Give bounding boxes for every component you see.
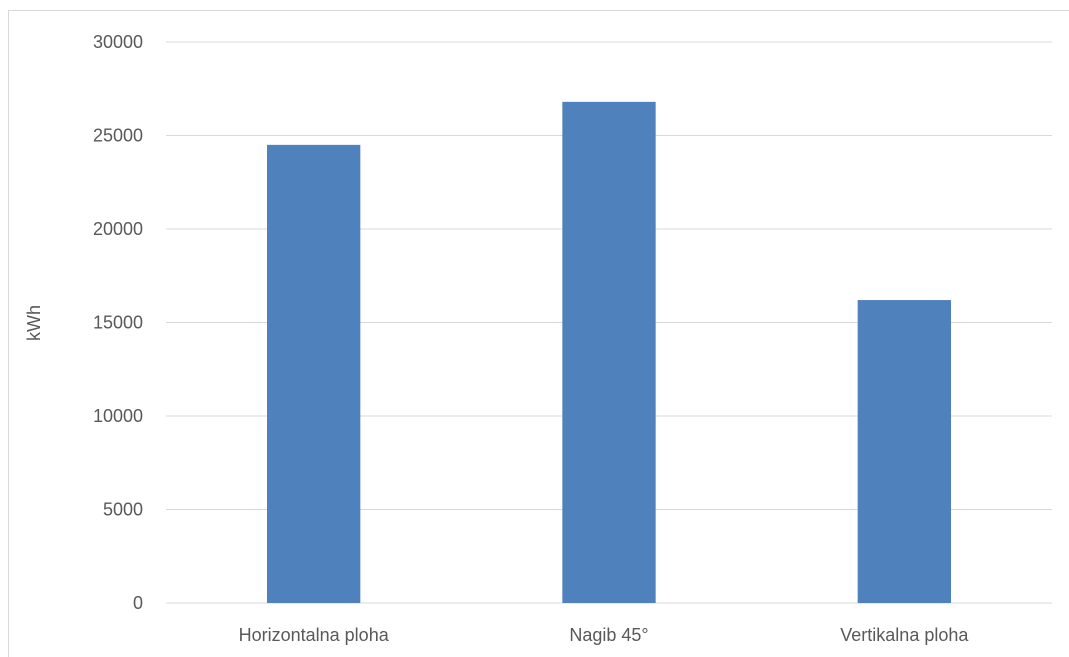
y-axis-ticks: 0 5000 10000 15000 20000 25000 30000 [93, 32, 143, 613]
y-tick-label: 30000 [93, 32, 143, 52]
bar [857, 300, 951, 603]
bar [267, 144, 361, 603]
x-axis-ticks: Horizontalna ploha Nagib 45° Vertikalna pl… [239, 625, 970, 645]
y-axis-title: kWh [24, 305, 44, 341]
y-tick-label: 5000 [103, 500, 143, 520]
y-tick-label: 20000 [93, 219, 143, 239]
y-tick-label: 0 [133, 593, 143, 613]
x-tick-label: Horizontalna ploha [239, 625, 390, 645]
x-tick-label: Nagib 45° [569, 625, 648, 645]
bar [562, 101, 656, 603]
y-tick-label: 25000 [93, 126, 143, 146]
y-tick-label: 15000 [93, 313, 143, 333]
bars [267, 101, 951, 603]
x-tick-label: Vertikalna ploha [840, 625, 969, 645]
y-tick-label: 10000 [93, 406, 143, 426]
